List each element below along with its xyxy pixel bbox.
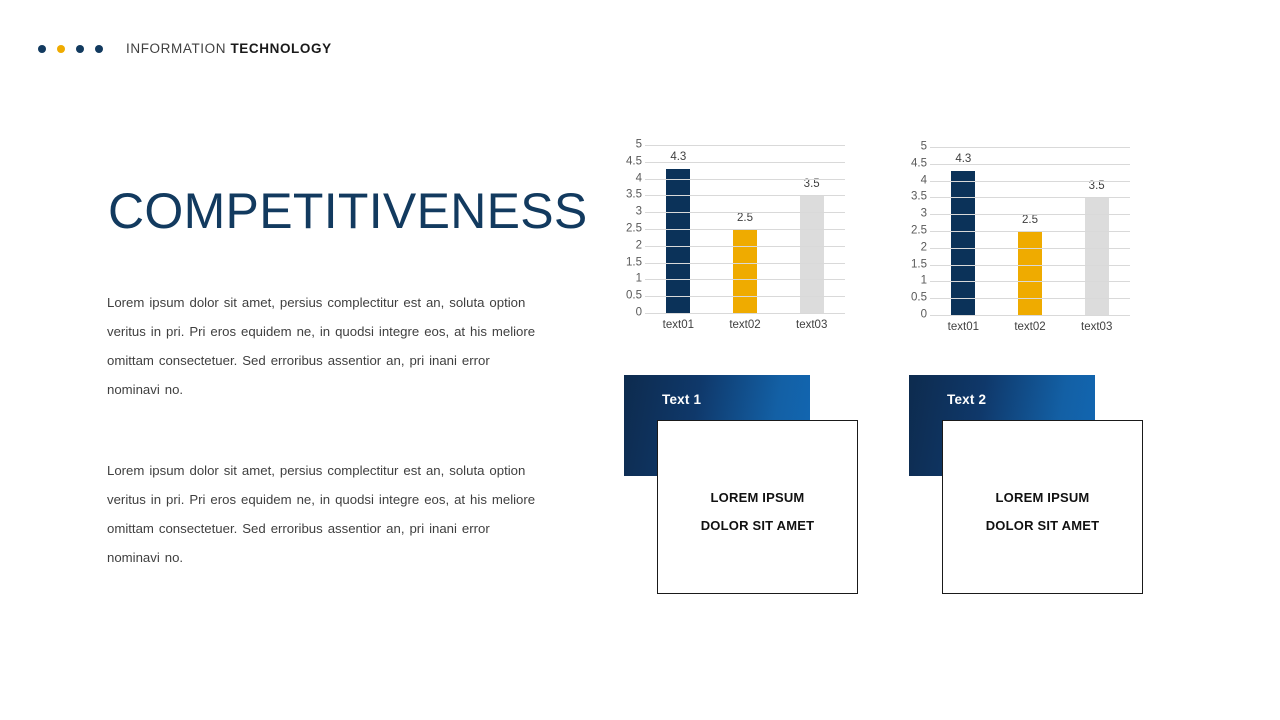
info-card-2-line-2: DOLOR SIT AMET bbox=[985, 518, 1100, 533]
chart-1-plot-area: 4.3 2.5 3.5 bbox=[645, 145, 845, 314]
chart-2-x-label: text02 bbox=[1014, 321, 1046, 333]
chart-1-value-label: 3.5 bbox=[803, 177, 820, 190]
info-card-1-line-2: DOLOR SIT AMET bbox=[700, 518, 815, 533]
chart-2-y-tick: 3 bbox=[920, 207, 927, 220]
bar-chart-1: 5 4.5 4 3.5 3 2.5 2 1.5 1 0.5 0 4.3 2.5 3.5 text01 te… bbox=[612, 139, 847, 339]
chart-1-gridline bbox=[645, 296, 845, 298]
chart-1-y-tick: 2.5 bbox=[626, 222, 642, 235]
chart-1-x-label: text03 bbox=[796, 319, 828, 331]
header-title: INFORMATION TECHNOLOGY bbox=[126, 41, 332, 56]
info-card-1-banner-label: Text 1 bbox=[662, 392, 702, 407]
body-paragraph-2: Lorem ipsum dolor sit amet, persius comp… bbox=[107, 463, 536, 565]
chart-1-bar-text02 bbox=[733, 229, 757, 313]
chart-2-y-tick: 5 bbox=[920, 140, 927, 153]
chart-1-value-label: 4.3 bbox=[670, 151, 687, 164]
header-dot-group bbox=[38, 44, 103, 53]
info-card-2-banner-label: Text 2 bbox=[947, 392, 987, 407]
chart-1-x-label: text01 bbox=[662, 319, 694, 331]
chart-2-value-label: 4.3 bbox=[955, 153, 972, 166]
chart-1-gridline bbox=[645, 145, 845, 146]
chart-1-y-tick: 4 bbox=[635, 171, 642, 184]
header-title-bold: TECHNOLOGY bbox=[230, 41, 332, 56]
chart-2-y-tick: 1.5 bbox=[911, 257, 927, 270]
chart-2-gridline bbox=[930, 163, 1130, 165]
chart-1-bar-text03 bbox=[799, 195, 824, 313]
chart-2-gridline bbox=[930, 281, 1130, 283]
header-dot-3 bbox=[76, 44, 84, 53]
chart-2-y-tick: 1 bbox=[920, 274, 927, 287]
chart-1-y-tick: 2 bbox=[635, 239, 642, 252]
chart-1-y-tick: 5 bbox=[635, 138, 642, 151]
chart-1-y-tick: 3 bbox=[635, 205, 642, 218]
chart-1-y-tick: 0.5 bbox=[626, 289, 642, 302]
page-title: COMPETITIVENESS bbox=[108, 183, 588, 239]
chart-2-bar-text01 bbox=[951, 170, 976, 315]
chart-2-gridline bbox=[930, 214, 1130, 216]
chart-1-y-tick: 4.5 bbox=[626, 155, 642, 168]
chart-1-y-tick: 0 bbox=[635, 306, 642, 319]
chart-2-gridline bbox=[930, 247, 1130, 249]
chart-2-gridline bbox=[930, 298, 1130, 300]
chart-2-bar-text02 bbox=[1018, 231, 1042, 315]
chart-2-y-tick: 2 bbox=[920, 241, 927, 254]
chart-2-bar-slot: 4.3 bbox=[930, 147, 997, 315]
chart-2-gridline bbox=[930, 180, 1130, 182]
bar-chart-2: 5 4.5 4 3.5 3 2.5 2 1.5 1 0.5 0 4.3 2.5 3.5 text01 te… bbox=[897, 141, 1132, 341]
chart-2-gridline bbox=[930, 264, 1130, 266]
chart-1-bars: 4.3 2.5 3.5 bbox=[645, 145, 845, 313]
chart-1-bar-slot: 3.5 bbox=[778, 145, 845, 313]
chart-2-bar-text03 bbox=[1084, 197, 1109, 315]
chart-1-gridline bbox=[645, 161, 845, 163]
chart-2-y-tick: 0.5 bbox=[911, 291, 927, 304]
chart-1-gridline bbox=[645, 313, 845, 314]
chart-2-bar-slot: 2.5 bbox=[997, 147, 1064, 315]
slide-header: INFORMATION TECHNOLOGY bbox=[38, 41, 332, 56]
chart-1-bar-text01 bbox=[666, 168, 691, 313]
chart-1-gridline bbox=[645, 279, 845, 281]
info-card-2-body: LOREM IPSUM DOLOR SIT AMET bbox=[942, 420, 1143, 594]
chart-2-y-tick: 3.5 bbox=[911, 190, 927, 203]
chart-1-y-tick: 1.5 bbox=[626, 255, 642, 268]
chart-1-y-tick: 1 bbox=[635, 272, 642, 285]
chart-2-y-tick: 4.5 bbox=[911, 157, 927, 170]
header-dot-1 bbox=[38, 44, 46, 53]
chart-1-gridline bbox=[645, 245, 845, 247]
chart-1-x-axis: text01 text02 text03 bbox=[645, 319, 845, 331]
info-card-1-body: LOREM IPSUM DOLOR SIT AMET bbox=[657, 420, 858, 594]
chart-1-gridline bbox=[645, 262, 845, 264]
chart-1-value-label: 2.5 bbox=[737, 211, 753, 224]
chart-1-bar-slot: 2.5 bbox=[712, 145, 779, 313]
chart-2-x-label: text03 bbox=[1081, 321, 1113, 333]
chart-2-bar-slot: 3.5 bbox=[1063, 147, 1130, 315]
chart-1-bar-slot: 4.3 bbox=[645, 145, 712, 313]
chart-2-y-tick: 4 bbox=[920, 173, 927, 186]
header-dot-2 bbox=[57, 44, 65, 53]
chart-1-gridline bbox=[645, 178, 845, 180]
chart-2-x-axis: text01 text02 text03 bbox=[930, 321, 1130, 333]
chart-2-x-label: text01 bbox=[947, 321, 979, 333]
chart-2-plot-area: 4.3 2.5 3.5 bbox=[930, 147, 1130, 316]
chart-1-y-axis: 5 4.5 4 3.5 3 2.5 2 1.5 1 0.5 0 bbox=[612, 138, 642, 318]
chart-2-gridline bbox=[930, 315, 1130, 316]
chart-2-gridline bbox=[930, 231, 1130, 232]
body-paragraph-1: Lorem ipsum dolor sit amet, persius comp… bbox=[107, 295, 536, 397]
chart-1-gridline bbox=[645, 212, 845, 214]
info-card-2-line-1: LOREM IPSUM bbox=[995, 490, 1090, 505]
chart-2-value-label: 3.5 bbox=[1088, 179, 1105, 192]
chart-2-gridline bbox=[930, 147, 1130, 148]
chart-1-y-tick: 3.5 bbox=[626, 188, 642, 201]
chart-2-y-tick: 0 bbox=[920, 308, 927, 321]
chart-2-bars: 4.3 2.5 3.5 bbox=[930, 147, 1130, 315]
header-title-light: INFORMATION bbox=[126, 41, 231, 56]
chart-2-value-label: 2.5 bbox=[1022, 213, 1038, 226]
chart-1-gridline bbox=[645, 229, 845, 230]
chart-2-y-axis: 5 4.5 4 3.5 3 2.5 2 1.5 1 0.5 0 bbox=[897, 140, 927, 320]
chart-1-x-label: text02 bbox=[729, 319, 761, 331]
chart-2-y-tick: 2.5 bbox=[911, 224, 927, 237]
header-dot-4 bbox=[95, 44, 103, 53]
info-card-1-line-1: LOREM IPSUM bbox=[710, 490, 805, 505]
chart-2-gridline bbox=[930, 197, 1130, 199]
chart-1-gridline bbox=[645, 195, 845, 197]
